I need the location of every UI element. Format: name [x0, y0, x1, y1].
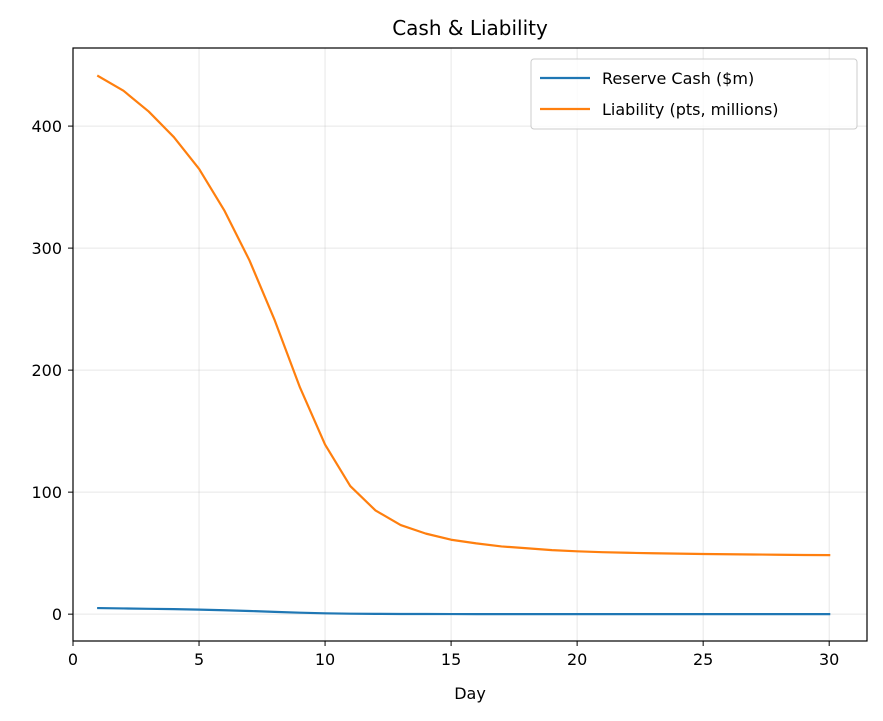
- chart-title: Cash & Liability: [392, 16, 548, 40]
- series-line-1: [96, 74, 831, 557]
- y-tick-label: 100: [31, 483, 62, 502]
- y-tick-label: 300: [31, 239, 62, 258]
- legend-box: [530, 58, 858, 130]
- y-tick-label: 0: [52, 605, 62, 624]
- legend-label-0: Reserve Cash ($m): [602, 69, 754, 88]
- x-axis-ticks: 0 5 10 15 20 25 30: [68, 641, 839, 669]
- series-lines: [96, 74, 831, 616]
- legend: Reserve Cash ($m) Liability (pts, million…: [530, 58, 858, 130]
- grid: [72, 48, 867, 641]
- y-tick-label: 200: [31, 361, 62, 380]
- x-tick-label: 30: [819, 650, 839, 669]
- y-tick-label: 400: [31, 117, 62, 136]
- plot-area-frame: [72, 47, 868, 642]
- series-line-0: [97, 606, 831, 616]
- legend-label-1: Liability (pts, millions): [602, 100, 779, 119]
- x-tick-label: 0: [68, 650, 78, 669]
- x-axis-label: Day: [454, 684, 486, 703]
- x-tick-label: 25: [693, 650, 713, 669]
- y-axis-ticks: 0 100 200 300 400: [31, 117, 73, 624]
- x-tick-label: 20: [567, 650, 587, 669]
- x-tick-label: 10: [315, 650, 335, 669]
- x-tick-label: 15: [441, 650, 461, 669]
- x-tick-label: 5: [194, 650, 204, 669]
